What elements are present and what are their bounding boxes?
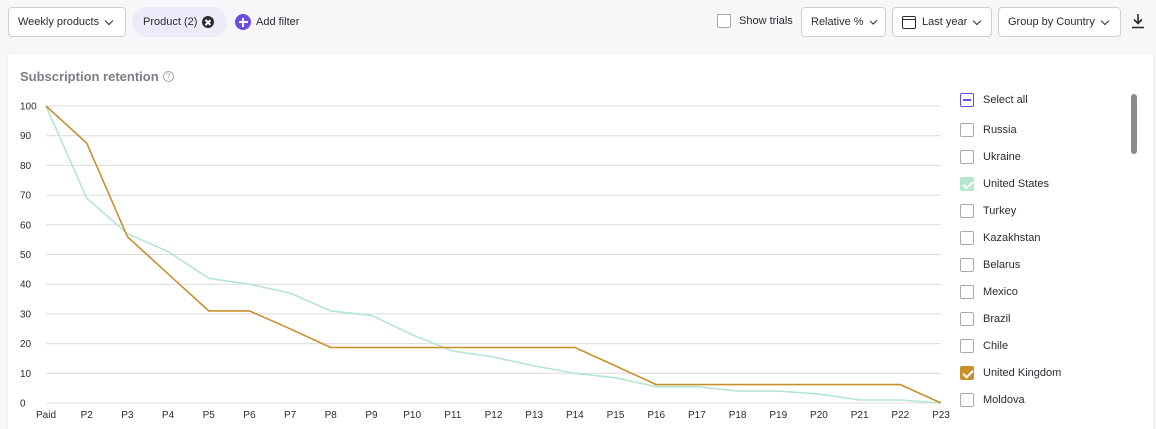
legend-label: United States xyxy=(983,178,1050,190)
legend-item[interactable]: Turkey xyxy=(960,204,1016,218)
x-tick-label: P22 xyxy=(891,410,909,421)
product-filter-label: Product (2) xyxy=(143,16,198,28)
x-tick-label: P21 xyxy=(851,410,869,421)
series-line xyxy=(45,105,942,404)
legend-label: Kazakhstan xyxy=(983,232,1041,244)
legend-checkbox[interactable] xyxy=(960,393,974,407)
legend-item[interactable]: United Kingdom xyxy=(960,366,1061,380)
legend-item[interactable]: Russia xyxy=(960,123,1017,137)
legend-item[interactable]: Mexico xyxy=(960,285,1018,299)
download-icon[interactable] xyxy=(1131,13,1145,29)
legend-label: United Kingdom xyxy=(983,367,1062,379)
show-trials-toggle[interactable]: Show trials xyxy=(717,14,793,28)
legend-item[interactable]: United States xyxy=(960,177,1049,191)
x-tick-label: P11 xyxy=(444,410,461,421)
x-tick-label: P15 xyxy=(607,410,625,421)
show-trials-label: Show trials xyxy=(739,15,793,27)
x-tick-label: P10 xyxy=(403,410,421,421)
x-tick-label: P19 xyxy=(769,410,787,421)
legend-checkbox[interactable] xyxy=(960,339,974,353)
remove-filter-icon[interactable] xyxy=(202,16,215,28)
x-tick-label: P2 xyxy=(81,410,94,421)
y-tick-label: 40 xyxy=(20,280,32,291)
x-tick-label: P4 xyxy=(162,410,175,421)
select-all-checkbox[interactable] xyxy=(960,93,974,107)
legend-label: Turkey xyxy=(983,205,1017,217)
x-tick-label: P3 xyxy=(121,410,134,421)
x-tick-label: P18 xyxy=(729,410,747,421)
legend-item[interactable]: Ukraine xyxy=(960,150,1021,164)
legend-checkbox[interactable] xyxy=(960,231,974,245)
legend-label: Russia xyxy=(983,124,1017,136)
x-tick-label: P20 xyxy=(810,410,828,421)
add-filter-button[interactable]: Add filter xyxy=(235,14,299,30)
plus-icon xyxy=(235,14,251,30)
y-tick-label: 10 xyxy=(20,369,32,380)
relative-percent-dropdown[interactable]: Relative % xyxy=(801,7,886,37)
x-tick-label: P12 xyxy=(485,410,503,421)
legend-label: Chile xyxy=(983,340,1009,352)
y-tick-label: 70 xyxy=(20,191,32,202)
retention-chart: 0 10 20 30 40 50 60 70 80 90 100 Paid P2 P3 P4 P5 P6 P7 P8… xyxy=(20,102,950,422)
legend-item[interactable]: Chile xyxy=(960,339,1008,353)
legend-checkbox[interactable] xyxy=(960,285,974,299)
chevron-down-icon xyxy=(1100,16,1110,25)
y-tick-label: 90 xyxy=(20,131,32,142)
group-by-dropdown[interactable]: Group by Country xyxy=(998,7,1121,37)
x-tick-label: P16 xyxy=(647,410,665,421)
weekly-products-dropdown[interactable]: Weekly products xyxy=(8,7,126,37)
y-tick-label: 80 xyxy=(20,161,32,172)
x-tick-label: P8 xyxy=(325,410,338,421)
group-by-label: Group by Country xyxy=(1008,16,1095,28)
legend-checkbox[interactable] xyxy=(960,366,974,380)
legend-label: Brazil xyxy=(983,313,1011,325)
legend-item[interactable]: Brazil xyxy=(960,312,1011,326)
y-tick-label: 0 xyxy=(20,399,26,410)
calendar-icon xyxy=(902,15,916,29)
x-tick-label: P9 xyxy=(365,410,378,421)
period-label: Last year xyxy=(922,16,968,28)
legend-checkbox[interactable] xyxy=(960,177,974,191)
legend-checkbox[interactable] xyxy=(960,123,974,137)
legend-label: Ukraine xyxy=(983,151,1021,163)
select-all-label: Select all xyxy=(983,94,1028,106)
y-tick-label: 20 xyxy=(20,339,32,350)
legend-item[interactable]: Kazakhstan xyxy=(960,231,1040,245)
legend-item[interactable]: Moldova xyxy=(960,393,1025,407)
legend-checkbox[interactable] xyxy=(960,258,974,272)
legend-item[interactable]: Belarus xyxy=(960,258,1020,272)
legend-label: Moldova xyxy=(983,394,1025,406)
chart-title-text: Subscription retention xyxy=(20,69,159,84)
legend-select-all[interactable]: Select all xyxy=(960,93,1028,107)
chevron-down-icon xyxy=(973,16,982,25)
legend-scrollbar[interactable] xyxy=(1131,94,1137,154)
legend-checkbox[interactable] xyxy=(960,312,974,326)
toolbar: Weekly products Product (2) Add filter S… xyxy=(0,0,1156,44)
x-tick-label: P6 xyxy=(243,410,256,421)
x-tick-label: P14 xyxy=(566,410,584,421)
x-tick-label: P7 xyxy=(284,410,297,421)
x-tick-label: P23 xyxy=(932,410,950,421)
y-tick-label: 60 xyxy=(20,220,32,231)
legend-label: Mexico xyxy=(983,286,1018,298)
weekly-products-label: Weekly products xyxy=(18,16,100,28)
y-tick-label: 50 xyxy=(20,250,32,261)
relative-percent-label: Relative % xyxy=(811,16,864,28)
add-filter-label: Add filter xyxy=(256,16,300,28)
product-filter-chip[interactable]: Product (2) xyxy=(132,7,227,37)
x-tick-label: Paid xyxy=(36,410,56,421)
legend-checkbox[interactable] xyxy=(960,204,974,218)
x-tick-label: P5 xyxy=(203,410,216,421)
help-icon[interactable]: ? xyxy=(162,71,174,82)
x-tick-label: P17 xyxy=(688,410,706,421)
chart-title: Subscription retention ? xyxy=(20,69,174,84)
legend-label: Belarus xyxy=(983,259,1021,271)
y-tick-label: 30 xyxy=(20,309,32,320)
y-tick-label: 100 xyxy=(20,102,37,113)
x-tick-label: P13 xyxy=(525,410,543,421)
show-trials-checkbox[interactable] xyxy=(717,14,731,28)
series-line xyxy=(45,105,942,404)
period-dropdown[interactable]: Last year xyxy=(892,7,992,37)
legend-checkbox[interactable] xyxy=(960,150,974,164)
